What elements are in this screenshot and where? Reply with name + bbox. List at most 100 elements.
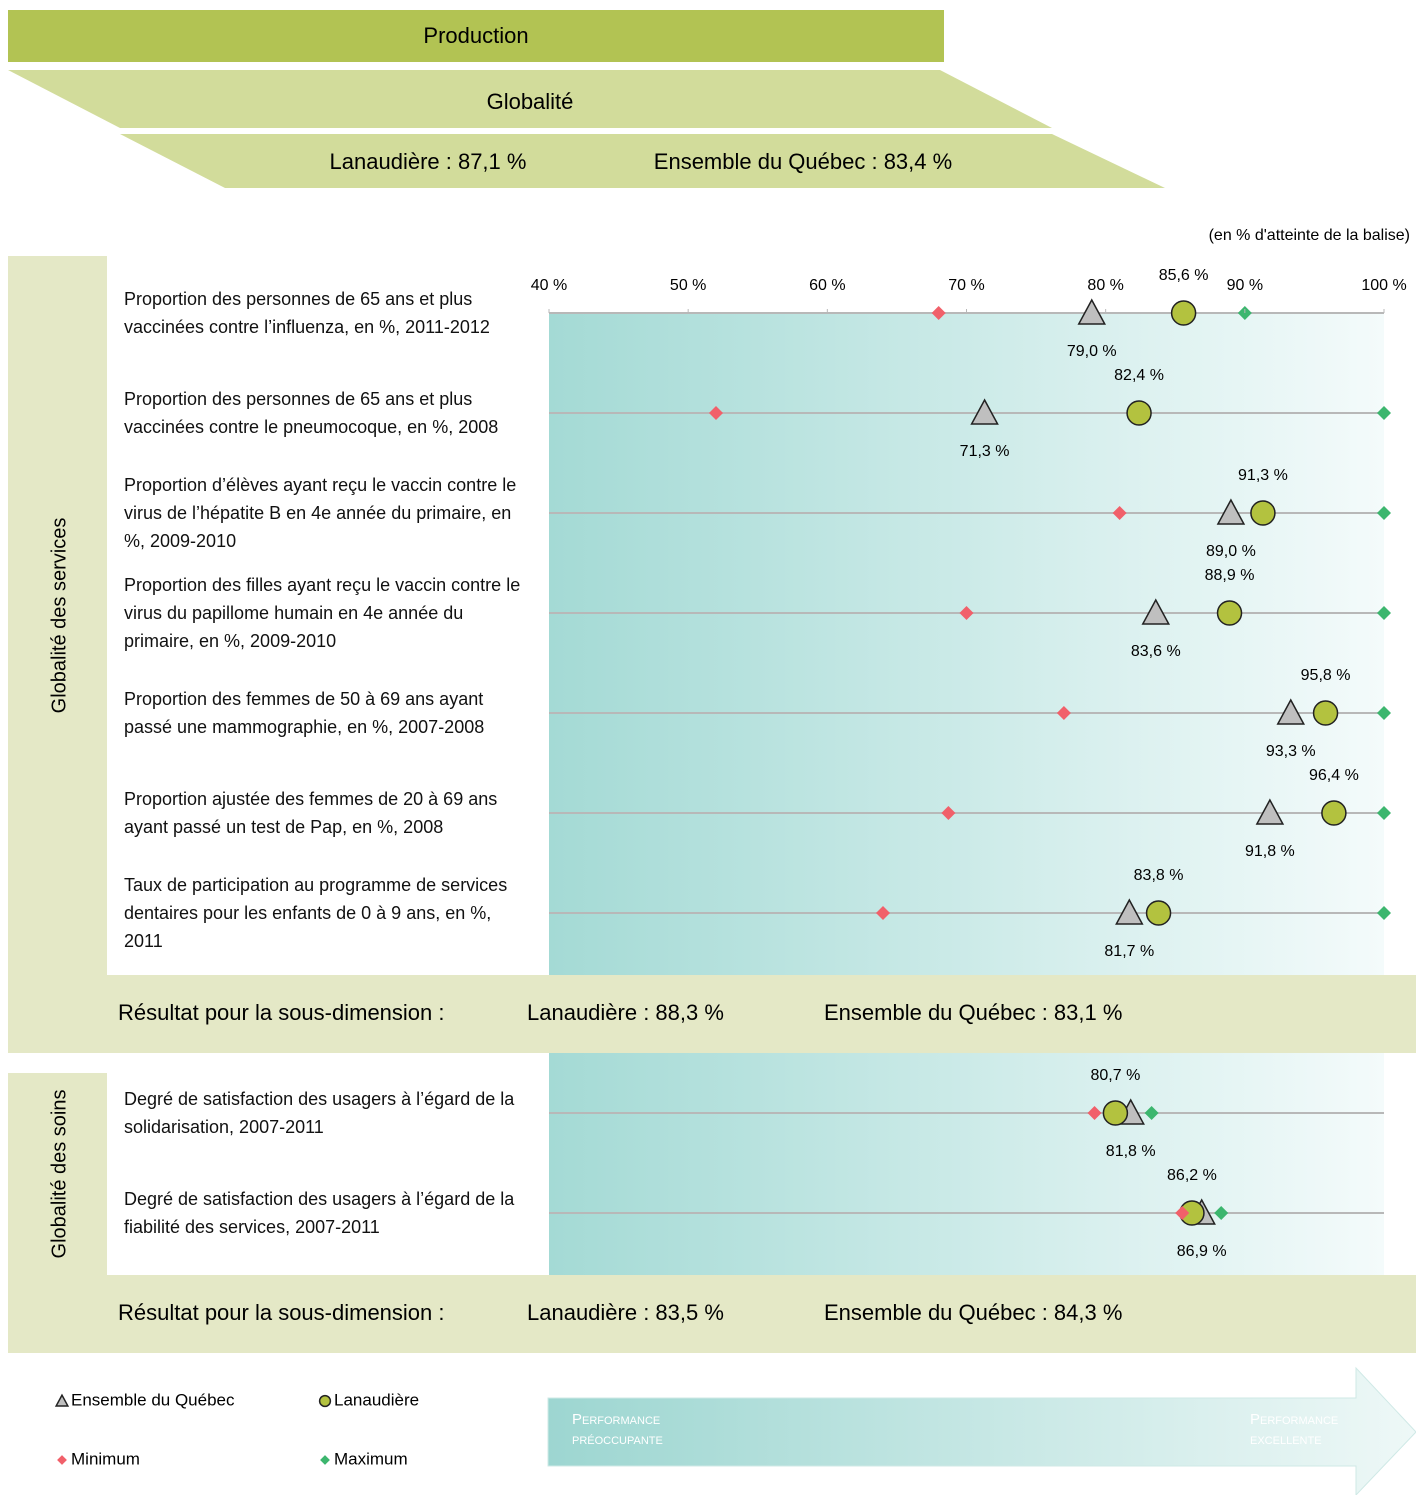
marker-1 bbox=[1321, 800, 1347, 826]
plot-area bbox=[549, 313, 1384, 975]
value-label: 91,8 % bbox=[1245, 843, 1295, 860]
marker-3 bbox=[1377, 506, 1391, 520]
production-banner bbox=[8, 10, 944, 62]
score-quebec: Ensemble du Québec : 83,4 % bbox=[654, 149, 952, 174]
x-tick-label: 60 % bbox=[809, 277, 845, 294]
marker-1 bbox=[1312, 700, 1339, 726]
marker-1 bbox=[1250, 500, 1276, 526]
value-label: 71,3 % bbox=[960, 443, 1010, 460]
value-label: 89,0 % bbox=[1206, 543, 1256, 560]
marker-3 bbox=[1144, 1106, 1159, 1120]
row-label: Proportion des personnes de 65 ans et pl… bbox=[124, 289, 490, 337]
marker-2 bbox=[1112, 506, 1127, 520]
performance-right: Performance excellente bbox=[1250, 1411, 1339, 1448]
score-lanaudiere: Lanaudière : 87,1 % bbox=[330, 149, 527, 174]
marker-0 bbox=[1216, 498, 1246, 525]
marker-2 bbox=[941, 806, 956, 820]
performance-left: Performance préoccupante bbox=[572, 1411, 663, 1448]
row-label: Taux de participation au programme de se… bbox=[124, 875, 508, 951]
globalite-banner bbox=[8, 70, 1052, 128]
value-label: 86,2 % bbox=[1167, 1167, 1217, 1184]
performance-arrow bbox=[547, 1366, 1416, 1495]
row-label: Proportion ajustée des femmes de 20 à 69… bbox=[124, 789, 498, 837]
value-label: 80,7 % bbox=[1091, 1067, 1141, 1084]
row-label: Proportion d’élèves ayant reçu le vaccin… bbox=[124, 475, 517, 551]
group-band bbox=[8, 256, 107, 975]
marker-1 bbox=[1145, 900, 1172, 926]
legend-marker bbox=[318, 1394, 332, 1408]
marker-3 bbox=[1214, 1206, 1229, 1220]
marker-2 bbox=[709, 406, 723, 420]
value-label: 85,6 % bbox=[1159, 267, 1209, 284]
legend-label: Minimum bbox=[71, 1449, 140, 1468]
row-label: Degré de satisfaction des usagers à l’ég… bbox=[124, 1089, 515, 1137]
group-label: Globalité des services bbox=[48, 518, 70, 714]
marker-3 bbox=[1377, 706, 1391, 720]
marker-2 bbox=[876, 906, 890, 920]
x-tick-label: 50 % bbox=[670, 277, 706, 294]
result-band bbox=[8, 975, 1416, 1053]
value-label: 95,8 % bbox=[1301, 667, 1351, 684]
group-band bbox=[8, 1073, 107, 1275]
value-label: 82,4 % bbox=[1114, 367, 1164, 384]
x-tick-label: 70 % bbox=[948, 277, 984, 294]
value-label: 79,0 % bbox=[1067, 343, 1117, 360]
marker-0 bbox=[1276, 698, 1306, 725]
row-label: Proportion des personnes de 65 ans et pl… bbox=[124, 389, 499, 437]
marker-3 bbox=[1377, 406, 1391, 420]
row-label: Degré de satisfaction des usagers à l’ég… bbox=[124, 1189, 515, 1237]
title: Production bbox=[423, 23, 528, 48]
marker-2 bbox=[1175, 1206, 1190, 1220]
x-tick-label: 80 % bbox=[1087, 277, 1123, 294]
marker-1 bbox=[1170, 300, 1197, 326]
result-lanaudiere: Lanaudière : 88,3 % bbox=[527, 1000, 724, 1025]
value-label: 81,7 % bbox=[1104, 943, 1154, 960]
result-quebec: Ensemble du Québec : 84,3 % bbox=[824, 1300, 1122, 1325]
marker-0 bbox=[970, 398, 999, 425]
marker-1 bbox=[1216, 600, 1243, 626]
row-label: Proportion des femmes de 50 à 69 ans aya… bbox=[124, 689, 485, 737]
marker-0 bbox=[1141, 598, 1171, 625]
result-label: Résultat pour la sous-dimension : bbox=[118, 1300, 445, 1325]
marker-2 bbox=[1056, 706, 1071, 720]
result-label: Résultat pour la sous-dimension : bbox=[118, 1000, 445, 1025]
x-tick-label: 90 % bbox=[1227, 277, 1263, 294]
result-band bbox=[8, 1275, 1416, 1353]
legend-label: Maximum bbox=[334, 1449, 408, 1468]
x-tick-label: 100 % bbox=[1361, 277, 1406, 294]
row-label: Proportion des filles ayant reçu le vacc… bbox=[124, 575, 521, 651]
value-label: 83,6 % bbox=[1131, 643, 1181, 660]
marker-0 bbox=[1255, 798, 1285, 825]
marker-3 bbox=[1377, 806, 1391, 820]
marker-3 bbox=[1377, 606, 1391, 620]
marker-1 bbox=[1102, 1100, 1129, 1126]
value-label: 93,3 % bbox=[1266, 743, 1316, 760]
x-tick-label: 40 % bbox=[531, 277, 567, 294]
marker-3 bbox=[1377, 906, 1391, 920]
result-quebec: Ensemble du Québec : 83,1 % bbox=[824, 1000, 1122, 1025]
legend-label: Lanaudière bbox=[334, 1390, 419, 1409]
value-label: 83,8 % bbox=[1134, 867, 1184, 884]
marker-1 bbox=[1126, 400, 1152, 426]
axis-label: (en % d'atteinte de la balise) bbox=[1209, 227, 1410, 244]
marker-0 bbox=[1115, 898, 1144, 925]
result-lanaudiere: Lanaudière : 83,5 % bbox=[527, 1300, 724, 1325]
marker-2 bbox=[931, 306, 946, 320]
plot-area bbox=[549, 1053, 1384, 1275]
value-label: 88,9 % bbox=[1205, 567, 1255, 584]
group-label: Globalité des soins bbox=[48, 1090, 70, 1259]
value-label: 96,4 % bbox=[1309, 767, 1359, 784]
marker-0 bbox=[1077, 298, 1107, 325]
marker-2 bbox=[1087, 1106, 1102, 1120]
legend-marker bbox=[57, 1455, 67, 1465]
value-label: 91,3 % bbox=[1238, 467, 1288, 484]
legend-label: Ensemble du Québec bbox=[71, 1390, 235, 1409]
value-label: 81,8 % bbox=[1106, 1143, 1156, 1160]
subtitle: Globalité bbox=[487, 89, 574, 114]
score-banner bbox=[120, 134, 1165, 188]
legend-marker bbox=[320, 1455, 330, 1465]
marker-2 bbox=[959, 606, 974, 620]
value-label: 86,9 % bbox=[1177, 1243, 1227, 1260]
